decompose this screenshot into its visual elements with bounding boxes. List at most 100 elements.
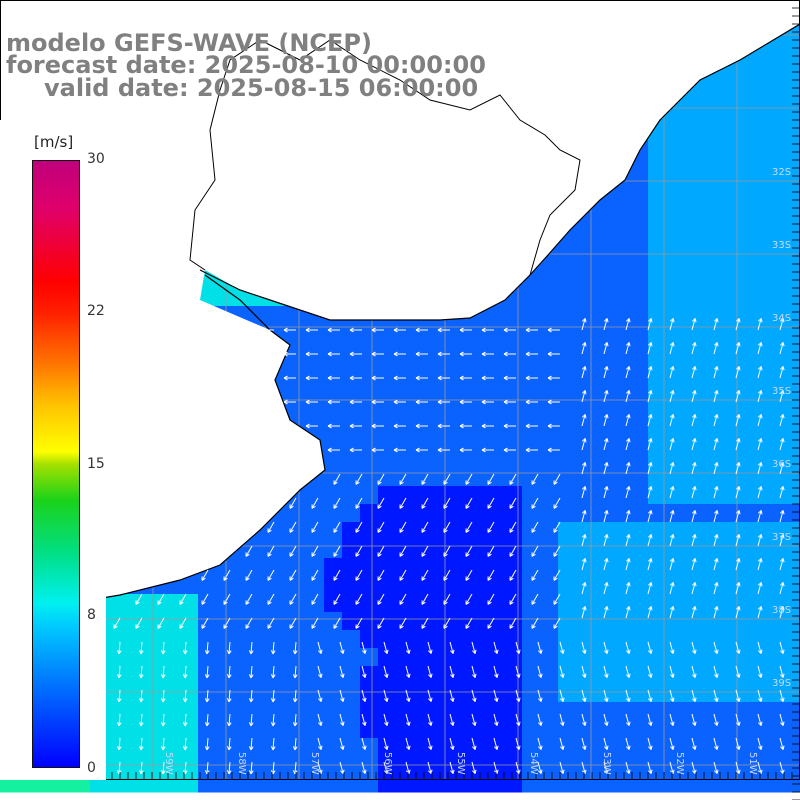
wind-arrow — [355, 497, 363, 509]
wind-arrow — [669, 737, 675, 750]
field-cell — [756, 576, 775, 595]
field-cell — [702, 666, 721, 685]
wind-arrow — [625, 342, 631, 355]
field-cell — [414, 360, 433, 379]
field-cell — [522, 540, 541, 559]
field-cell — [126, 630, 145, 649]
field-cell — [432, 774, 451, 793]
wind-arrow — [691, 558, 697, 571]
field-cell — [792, 18, 800, 37]
field-cell — [288, 612, 307, 631]
field-cell — [324, 522, 343, 541]
field-cell — [774, 432, 793, 451]
wind-arrow — [361, 641, 367, 654]
wind-arrow — [757, 462, 763, 475]
field-cell — [360, 486, 379, 505]
wind-arrow — [757, 318, 763, 331]
field-cell — [576, 252, 595, 271]
field-cell — [216, 684, 235, 703]
field-cell — [594, 414, 613, 433]
field-cell — [666, 432, 685, 451]
wind-arrow — [625, 462, 631, 475]
field-cell — [684, 216, 703, 235]
field-cell — [198, 576, 217, 595]
wind-arrow — [317, 641, 323, 654]
field-cell — [450, 594, 469, 613]
wind-arrow — [669, 713, 675, 726]
field-cell — [738, 180, 757, 199]
field-cell — [450, 540, 469, 559]
wind-arrow — [691, 641, 697, 654]
field-cell — [522, 558, 541, 577]
wind-arrow — [311, 545, 319, 557]
field-cell — [648, 144, 667, 163]
country-border — [189, 39, 581, 276]
field-cell — [378, 450, 397, 469]
field-cell — [576, 270, 595, 289]
wind-arrow — [481, 447, 494, 453]
wind-arrow — [361, 737, 367, 750]
field-cell — [684, 252, 703, 271]
wind-arrow — [647, 713, 653, 726]
wind-arrow — [226, 713, 232, 727]
field-cell — [792, 522, 800, 541]
field-cell — [792, 270, 800, 289]
field-cell — [738, 216, 757, 235]
wind-arrow — [377, 521, 385, 533]
wind-arrow — [179, 617, 187, 629]
field-cell — [342, 414, 361, 433]
field-cell — [774, 486, 793, 505]
wind-arrow — [779, 462, 785, 475]
field-cell — [756, 108, 775, 127]
field-cell — [504, 414, 523, 433]
field-cell — [342, 378, 361, 397]
wind-arrow — [427, 665, 433, 678]
wind-arrow — [713, 510, 719, 523]
field-cell — [612, 774, 631, 793]
field-cell — [612, 198, 631, 217]
wind-arrow — [471, 689, 477, 702]
field-cell — [594, 576, 613, 595]
wind-arrow — [647, 665, 653, 678]
wind-arrow — [481, 351, 494, 357]
wind-arrow — [647, 761, 653, 774]
field-cell — [252, 648, 271, 667]
field-cell — [792, 360, 800, 379]
wind-arrow — [669, 462, 675, 475]
field-cell — [198, 612, 217, 631]
field-cell — [306, 360, 325, 379]
field-cell — [252, 738, 271, 757]
field-cell — [666, 720, 685, 739]
field-cell — [612, 522, 631, 541]
field-cell — [684, 108, 703, 127]
wind-arrow — [625, 366, 631, 379]
field-cell — [684, 270, 703, 289]
wind-arrow — [289, 497, 297, 509]
field-cell — [558, 396, 577, 415]
wind-arrow — [465, 497, 473, 509]
field-cell — [432, 558, 451, 577]
field-cell — [162, 702, 181, 721]
wind-arrow — [487, 617, 495, 629]
field-cell — [576, 342, 595, 361]
field-cell — [306, 576, 325, 595]
field-cell — [666, 162, 685, 181]
field-cell — [540, 648, 559, 667]
field-cell — [630, 162, 649, 181]
field-cell — [630, 648, 649, 667]
wind-vectors — [3, 318, 785, 775]
field-cell — [378, 720, 397, 739]
field-cell — [594, 252, 613, 271]
wind-arrow — [393, 327, 406, 333]
field-cell — [558, 702, 577, 721]
field-cell — [486, 774, 505, 793]
wind-arrow — [377, 593, 385, 605]
field-cell — [414, 432, 433, 451]
field-cell — [648, 288, 667, 307]
wind-arrow — [459, 327, 472, 333]
field-cell — [720, 630, 739, 649]
wind-arrow — [647, 366, 653, 379]
wind-arrow — [581, 689, 587, 702]
field-cell — [252, 702, 271, 721]
field-cell — [486, 504, 505, 523]
